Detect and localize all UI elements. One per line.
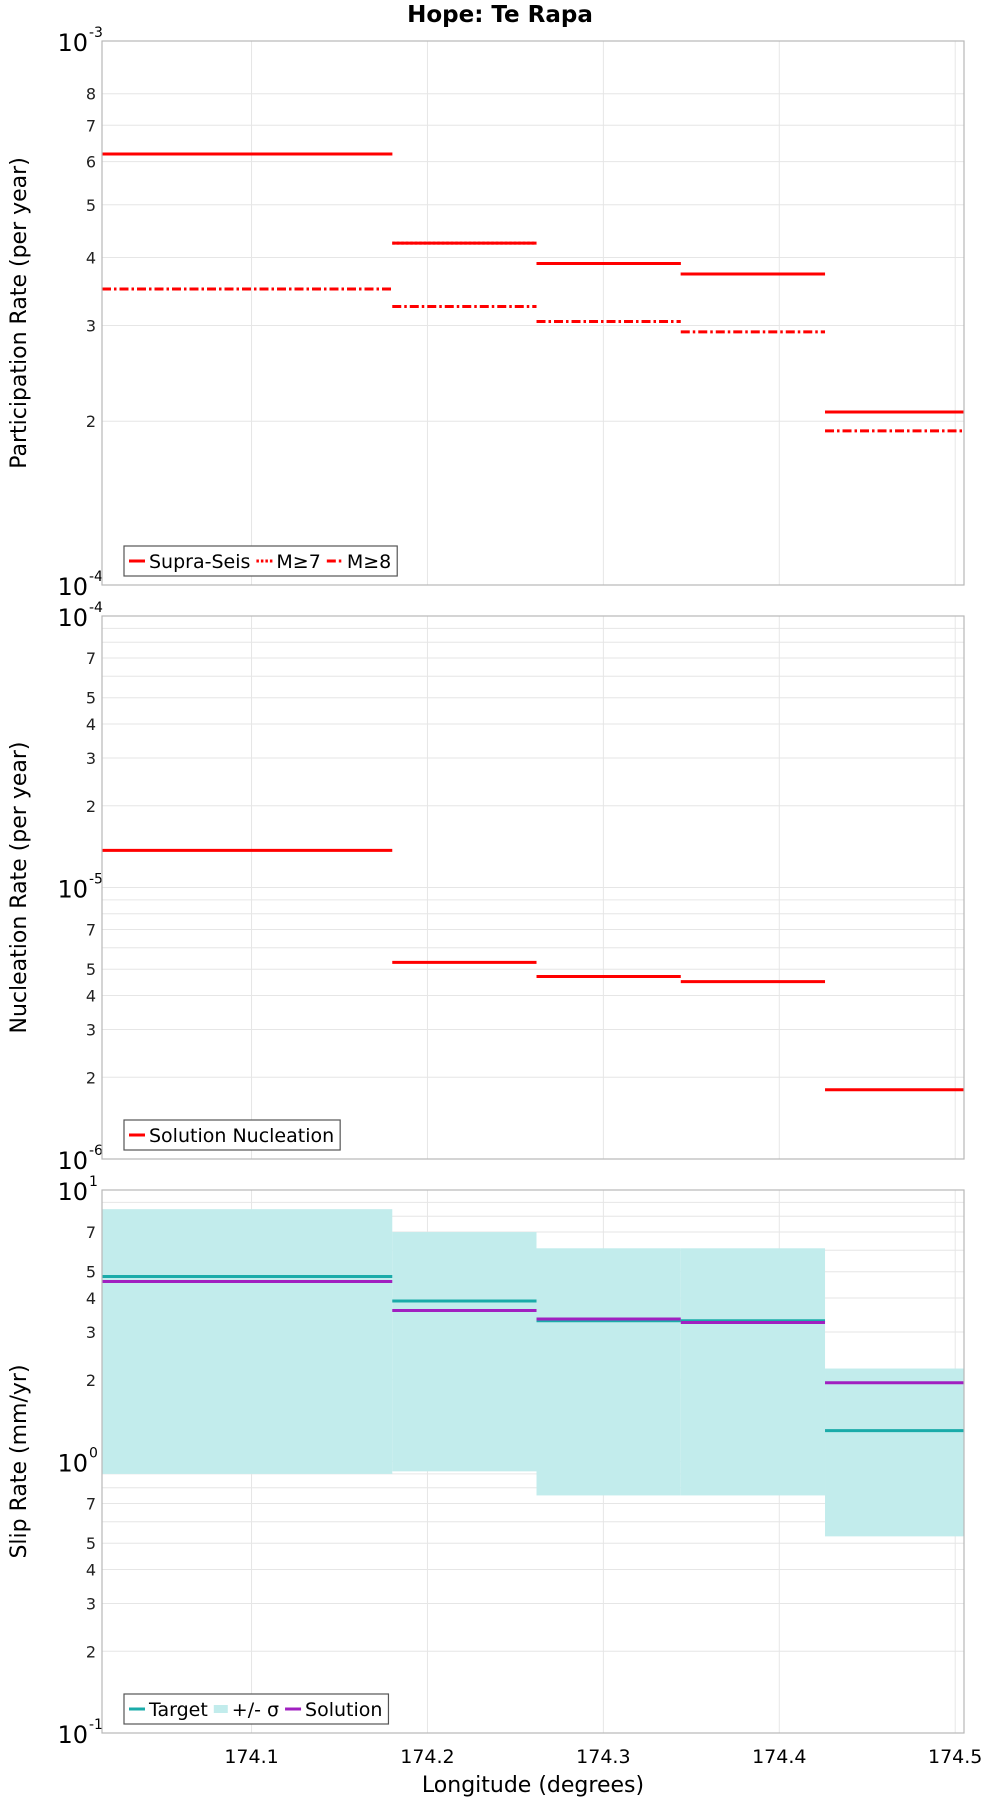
band-segment	[825, 1368, 964, 1537]
y-minor-tick-label: 7	[86, 1495, 96, 1514]
x-tick-label: 174.3	[576, 1746, 630, 1768]
legend-box	[123, 545, 398, 577]
y-minor-tick-label: 3	[86, 749, 96, 768]
band-segment	[536, 1248, 681, 1496]
y-minor-tick-label: 4	[86, 248, 96, 267]
legend-swatch	[213, 1705, 228, 1713]
band-segment	[102, 1209, 393, 1474]
y-major-tick-exponent: -3	[89, 25, 103, 41]
y-axis-label: Nucleation Rate (per year)	[7, 742, 32, 1034]
legend-label: Supra-Seis	[149, 551, 250, 573]
y-minor-tick-label: 4	[86, 1561, 96, 1580]
y-major-tick-exponent: -5	[89, 872, 103, 888]
y-minor-tick-label: 8	[86, 85, 96, 104]
y-major-tick-label: 10	[57, 604, 88, 632]
y-minor-tick-label: 4	[86, 715, 96, 734]
y-minor-tick-label: 7	[86, 921, 96, 940]
x-tick-label: 174.5	[928, 1746, 982, 1768]
y-major-tick-label: 10	[57, 1721, 88, 1749]
y-minor-tick-label: 4	[86, 1289, 96, 1308]
y-major-tick-exponent: -1	[89, 1717, 103, 1733]
legend-label: M≥8	[347, 551, 391, 573]
band-segment	[392, 1232, 537, 1472]
legend-box	[123, 1119, 341, 1151]
y-minor-tick-label: 5	[86, 689, 96, 708]
y-minor-tick-label: 5	[86, 196, 96, 215]
y-major-tick-exponent: -6	[89, 1143, 103, 1159]
plot-frame	[101, 615, 965, 1160]
y-minor-tick-label: 7	[86, 649, 96, 668]
y-minor-tick-label: 6	[86, 153, 96, 172]
y-minor-tick-label: 5	[86, 1534, 96, 1553]
legend-label: Solution Nucleation	[149, 1125, 334, 1147]
legend-label: Target	[148, 1699, 208, 1721]
y-minor-tick-label: 7	[86, 116, 96, 135]
y-minor-tick-label: 7	[86, 1223, 96, 1242]
y-major-tick-label: 10	[57, 1450, 88, 1478]
legend-box	[123, 1693, 390, 1725]
y-minor-tick-label: 2	[86, 412, 96, 431]
y-axis-label: Slip Rate (mm/yr)	[7, 1364, 32, 1558]
y-axis-label: Participation Rate (per year)	[7, 157, 32, 469]
legend: Target +/- σ Solution	[123, 1693, 390, 1725]
y-minor-tick-label: 3	[86, 1323, 96, 1342]
y-major-tick-exponent: -4	[89, 569, 103, 585]
y-major-tick-label: 10	[57, 1147, 88, 1175]
plot-frame	[101, 40, 965, 586]
y-minor-tick-label: 4	[86, 987, 96, 1006]
legend-label: M≥7	[276, 551, 320, 573]
y-minor-tick-label: 5	[86, 960, 96, 979]
y-major-tick-label: 10	[57, 29, 88, 57]
y-minor-tick-label: 5	[86, 1263, 96, 1282]
band-segment	[680, 1248, 826, 1496]
y-major-tick-label: 10	[57, 573, 88, 601]
legend-label: +/- σ	[232, 1699, 279, 1721]
x-axis-label: Longitude (degrees)	[422, 1773, 644, 1798]
y-minor-tick-label: 2	[86, 797, 96, 816]
legend: Solution Nucleation	[123, 1119, 341, 1151]
y-minor-tick-label: 2	[86, 1642, 96, 1661]
y-minor-tick-label: 3	[86, 1020, 96, 1039]
y-major-tick-exponent: 0	[89, 1446, 98, 1462]
y-major-tick-label: 10	[57, 876, 88, 904]
y-minor-tick-label: 3	[86, 316, 96, 335]
y-major-tick-label: 10	[57, 1178, 88, 1206]
legend-label: Solution	[305, 1699, 382, 1721]
plot-frame	[101, 1189, 965, 1734]
x-tick-label: 174.2	[400, 1746, 454, 1768]
y-major-tick-exponent: 1	[89, 1174, 98, 1190]
y-minor-tick-label: 2	[86, 1371, 96, 1390]
chart-title: Hope: Te Rapa	[407, 2, 593, 28]
y-minor-tick-label: 2	[86, 1068, 96, 1087]
y-major-tick-exponent: -4	[89, 600, 103, 616]
y-minor-tick-label: 3	[86, 1594, 96, 1613]
legend: Supra-Seis M≥7 M≥8	[123, 545, 398, 577]
x-tick-label: 174.1	[224, 1746, 278, 1768]
x-tick-label: 174.4	[752, 1746, 806, 1768]
